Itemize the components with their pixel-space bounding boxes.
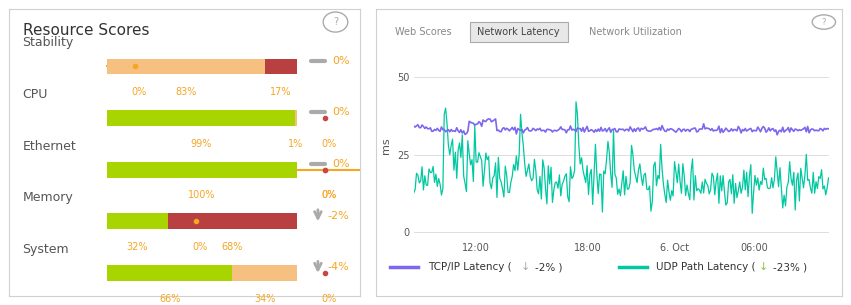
FancyBboxPatch shape [107,265,232,281]
Text: Web Scores: Web Scores [395,27,451,37]
Text: 34%: 34% [254,294,275,304]
FancyBboxPatch shape [295,110,297,126]
FancyBboxPatch shape [107,162,297,178]
Text: 0%: 0% [192,242,208,252]
Text: Network Latency: Network Latency [477,27,560,37]
Text: 0%: 0% [332,107,350,117]
Text: 0%: 0% [322,191,337,200]
Text: Memory: Memory [23,191,73,204]
Text: 0%: 0% [332,56,350,66]
FancyBboxPatch shape [470,22,568,42]
Text: ?: ? [333,17,338,27]
Text: 100%: 100% [188,191,215,200]
Text: Network Utilization: Network Utilization [589,27,682,37]
Text: -2%: -2% [328,210,350,221]
Text: -2% ): -2% ) [535,262,563,272]
Text: CPU: CPU [23,88,48,101]
Text: -4%: -4% [328,262,350,272]
FancyBboxPatch shape [265,59,297,74]
FancyBboxPatch shape [107,59,265,74]
Text: 83%: 83% [175,87,197,97]
Text: 0%: 0% [322,139,337,149]
Text: ?: ? [821,18,826,27]
Text: 0%: 0% [332,159,350,169]
Text: 0%: 0% [322,294,337,304]
FancyBboxPatch shape [168,214,297,229]
Text: 17%: 17% [270,87,291,97]
Text: Ethernet: Ethernet [23,139,77,152]
Text: UDP Path Latency (: UDP Path Latency ( [656,262,759,272]
Text: 66%: 66% [159,294,180,304]
Text: 0%: 0% [132,87,147,97]
Text: ms: ms [380,137,391,154]
Text: 32%: 32% [127,242,148,252]
FancyBboxPatch shape [107,214,168,229]
Text: -23% ): -23% ) [773,262,807,272]
FancyBboxPatch shape [107,110,295,126]
Text: System: System [23,243,69,256]
Text: TCP/IP Latency (: TCP/IP Latency ( [428,262,515,272]
Text: ↓: ↓ [758,262,768,272]
FancyBboxPatch shape [232,265,297,281]
Text: Resource Scores: Resource Scores [23,23,149,38]
Text: 1%: 1% [288,139,304,149]
Text: 68%: 68% [221,242,243,252]
Text: 99%: 99% [191,139,212,149]
Text: Stability: Stability [23,36,74,49]
Text: ↓: ↓ [521,262,530,272]
Text: 0%: 0% [322,191,337,200]
